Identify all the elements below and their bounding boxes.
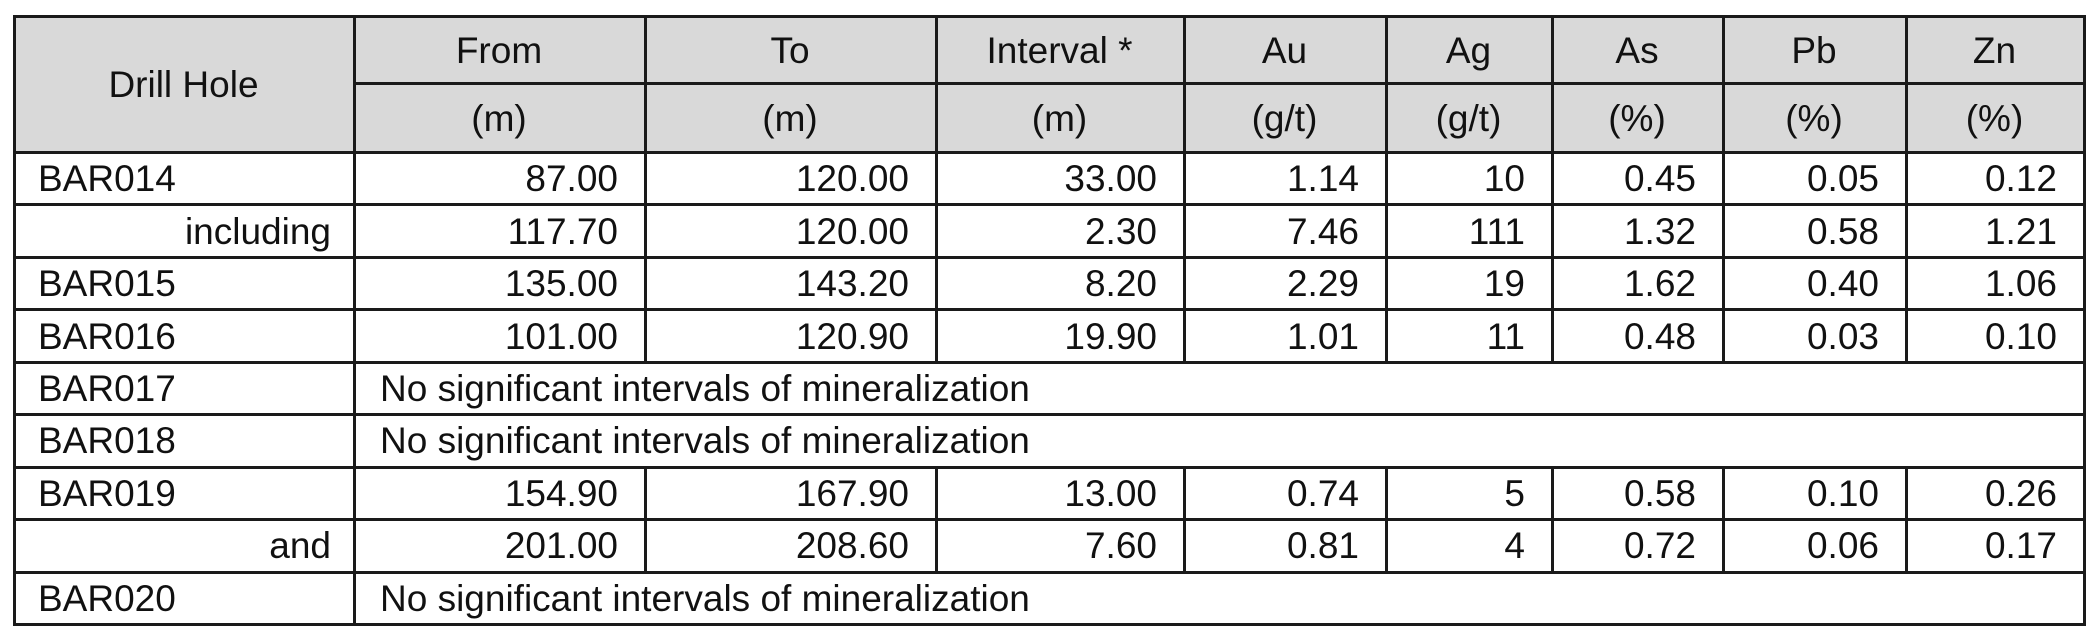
header-pb: Pb bbox=[1722, 15, 1908, 85]
zn-cell: 0.10 bbox=[1905, 308, 2086, 364]
ag-cell: 111 bbox=[1385, 203, 1554, 259]
to-cell: 208.60 bbox=[644, 518, 938, 574]
au-cell: 0.81 bbox=[1183, 518, 1388, 574]
table-row: including 117.70 120.00 2.30 7.46 111 1.32 0.58… bbox=[13, 203, 2086, 259]
as-cell: 0.45 bbox=[1551, 150, 1725, 207]
pb-cell: 0.05 bbox=[1722, 150, 1908, 207]
table-row: BAR016 101.00 120.90 19.90 1.01 11 0.48 0.03 0.1… bbox=[13, 308, 2086, 364]
pb-cell: 0.40 bbox=[1722, 255, 1908, 312]
unit-zn: (%) bbox=[1905, 82, 2086, 154]
au-cell: 1.01 bbox=[1183, 308, 1388, 364]
drill-hole-cell: BAR019 bbox=[13, 465, 356, 522]
as-cell: 1.62 bbox=[1551, 255, 1725, 312]
drill-hole-cell: BAR018 bbox=[13, 413, 356, 469]
unit-au: (g/t) bbox=[1183, 82, 1388, 154]
table-row: BAR020 No significant intervals of minera… bbox=[13, 570, 2086, 626]
header-from: From bbox=[353, 15, 647, 85]
interval-cell: 7.60 bbox=[935, 518, 1186, 574]
table-header: Drill Hole From To Interval * Au Ag As P… bbox=[13, 15, 2086, 154]
pb-cell: 0.10 bbox=[1722, 465, 1908, 522]
header-interval: Interval * bbox=[935, 15, 1186, 85]
interval-cell: 13.00 bbox=[935, 465, 1186, 522]
interval-cell: 2.30 bbox=[935, 203, 1186, 259]
to-cell: 143.20 bbox=[644, 255, 938, 312]
zn-cell: 0.26 bbox=[1905, 465, 2086, 522]
zn-cell: 1.06 bbox=[1905, 255, 2086, 312]
to-cell: 120.00 bbox=[644, 150, 938, 207]
interval-cell: 33.00 bbox=[935, 150, 1186, 207]
as-cell: 0.72 bbox=[1551, 518, 1725, 574]
au-cell: 7.46 bbox=[1183, 203, 1388, 259]
note-cell: No significant intervals of mineralizati… bbox=[353, 413, 2086, 469]
interval-cell: 8.20 bbox=[935, 255, 1186, 312]
drill-results-table: Drill Hole From To Interval * Au Ag As P… bbox=[13, 15, 2086, 626]
table-body: BAR014 87.00 120.00 33.00 1.14 10 0.45 0.05 0.12… bbox=[13, 150, 2086, 626]
from-cell: 135.00 bbox=[353, 255, 647, 312]
header-zn: Zn bbox=[1905, 15, 2086, 85]
drill-hole-cell: including bbox=[13, 203, 356, 259]
header-to: To bbox=[644, 15, 938, 85]
to-cell: 167.90 bbox=[644, 465, 938, 522]
header-au: Au bbox=[1183, 15, 1388, 85]
pb-cell: 0.03 bbox=[1722, 308, 1908, 364]
table-row: BAR019 154.90 167.90 13.00 0.74 5 0.58 0.10 0.26 bbox=[13, 465, 2086, 522]
note-cell: No significant intervals of mineralizati… bbox=[353, 570, 2086, 626]
ag-cell: 11 bbox=[1385, 308, 1554, 364]
as-cell: 1.32 bbox=[1551, 203, 1725, 259]
header-ag: Ag bbox=[1385, 15, 1554, 85]
unit-ag: (g/t) bbox=[1385, 82, 1554, 154]
au-cell: 0.74 bbox=[1183, 465, 1388, 522]
drill-hole-cell: BAR014 bbox=[13, 150, 356, 207]
from-cell: 201.00 bbox=[353, 518, 647, 574]
ag-cell: 4 bbox=[1385, 518, 1554, 574]
pb-cell: 0.06 bbox=[1722, 518, 1908, 574]
as-cell: 0.48 bbox=[1551, 308, 1725, 364]
drill-hole-cell: and bbox=[13, 518, 356, 574]
from-cell: 101.00 bbox=[353, 308, 647, 364]
drill-hole-cell: BAR017 bbox=[13, 360, 356, 417]
table-row: BAR015 135.00 143.20 8.20 2.29 19 1.62 0.40 1.06 bbox=[13, 255, 2086, 312]
table-row: and 201.00 208.60 7.60 0.81 4 0.72 0.06 0.17 bbox=[13, 518, 2086, 574]
header-as: As bbox=[1551, 15, 1725, 85]
unit-pb: (%) bbox=[1722, 82, 1908, 154]
header-drill-hole: Drill Hole bbox=[13, 15, 356, 154]
unit-interval: (m) bbox=[935, 82, 1186, 154]
header-row-units: (m) (m) (m) (g/t) (g/t) (%) (%) (%) bbox=[15, 82, 2086, 154]
table-row: BAR018 No significant intervals of minera… bbox=[13, 413, 2086, 469]
drill-hole-cell: BAR016 bbox=[13, 308, 356, 364]
note-cell: No significant intervals of mineralizati… bbox=[353, 360, 2086, 417]
drill-hole-cell: BAR020 bbox=[13, 570, 356, 626]
ag-cell: 19 bbox=[1385, 255, 1554, 312]
to-cell: 120.00 bbox=[644, 203, 938, 259]
zn-cell: 1.21 bbox=[1905, 203, 2086, 259]
table-row: BAR017 No significant intervals of minera… bbox=[13, 360, 2086, 417]
ag-cell: 5 bbox=[1385, 465, 1554, 522]
zn-cell: 0.12 bbox=[1905, 150, 2086, 207]
from-cell: 154.90 bbox=[353, 465, 647, 522]
unit-as: (%) bbox=[1551, 82, 1725, 154]
au-cell: 1.14 bbox=[1183, 150, 1388, 207]
from-cell: 87.00 bbox=[353, 150, 647, 207]
header-row-names: Drill Hole From To Interval * Au Ag As P… bbox=[13, 15, 2086, 154]
au-cell: 2.29 bbox=[1183, 255, 1388, 312]
drill-hole-cell: BAR015 bbox=[13, 255, 356, 312]
as-cell: 0.58 bbox=[1551, 465, 1725, 522]
zn-cell: 0.17 bbox=[1905, 518, 2086, 574]
interval-cell: 19.90 bbox=[935, 308, 1186, 364]
table-row: BAR014 87.00 120.00 33.00 1.14 10 0.45 0.05 0.12 bbox=[13, 150, 2086, 207]
to-cell: 120.90 bbox=[644, 308, 938, 364]
unit-from: (m) bbox=[353, 82, 647, 154]
ag-cell: 10 bbox=[1385, 150, 1554, 207]
from-cell: 117.70 bbox=[353, 203, 647, 259]
unit-to: (m) bbox=[644, 82, 938, 154]
pb-cell: 0.58 bbox=[1722, 203, 1908, 259]
